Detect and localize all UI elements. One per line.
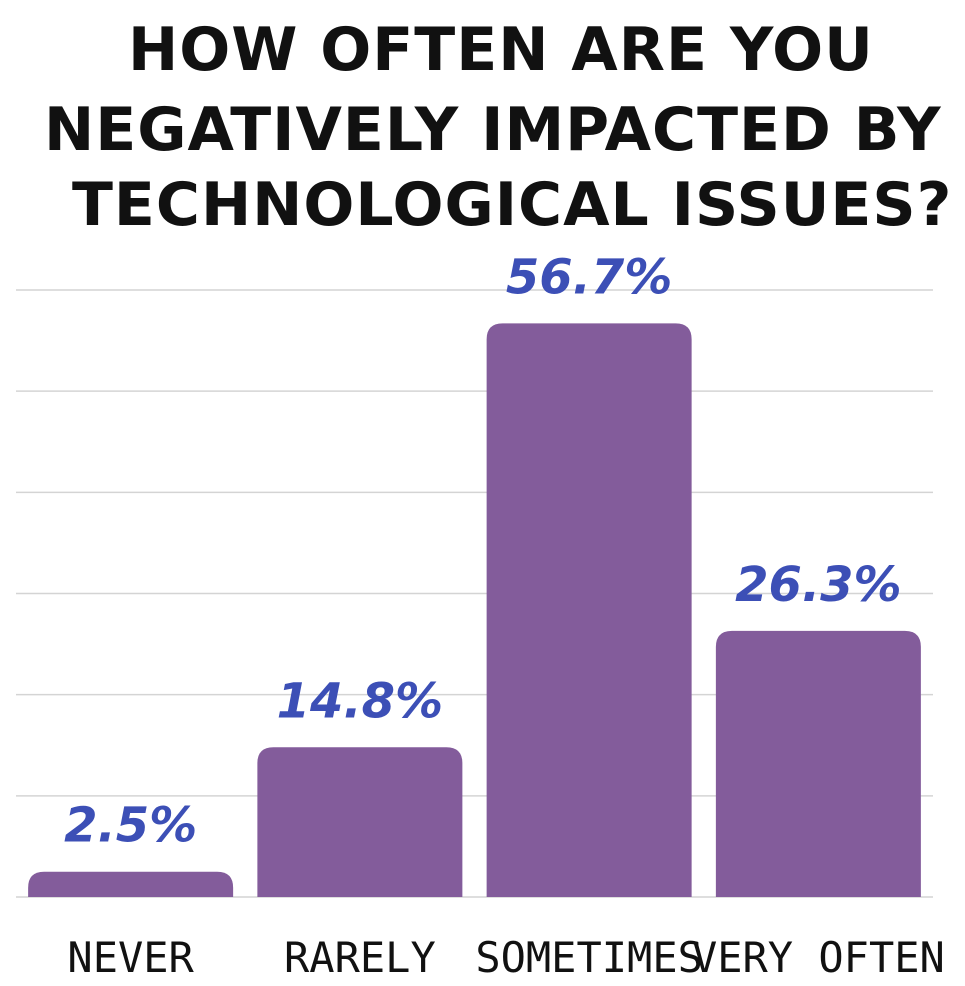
category-label: RARELY (284, 933, 436, 982)
gridlines (16, 289, 933, 898)
value-label: 56.7% (506, 249, 673, 305)
bar-never (28, 871, 234, 897)
value-labels: 2.5% 14.8% 56.7% 26.3% (64, 249, 902, 853)
category-label: NEVER (67, 933, 194, 982)
value-label: 14.8% (277, 673, 444, 729)
bar-rarely (257, 747, 463, 897)
category-label: VERY OFTEN (692, 933, 945, 982)
bars (28, 323, 921, 897)
bar-sometimes (486, 323, 692, 897)
chart-title-line-2: NEGATIVELY IMPACTED BY (44, 95, 942, 165)
chart-title-line-3: TECHNOLOGICAL ISSUES? (72, 170, 952, 240)
category-label: SOMETIMES (475, 933, 703, 982)
value-label: 26.3% (735, 557, 902, 613)
chart-title: HOW OFTEN ARE YOU NEGATIVELY IMPACTED BY… (44, 15, 952, 240)
bar-very-often (715, 630, 921, 897)
value-label: 2.5% (64, 798, 197, 854)
chart-title-line-1: HOW OFTEN ARE YOU (128, 15, 874, 85)
